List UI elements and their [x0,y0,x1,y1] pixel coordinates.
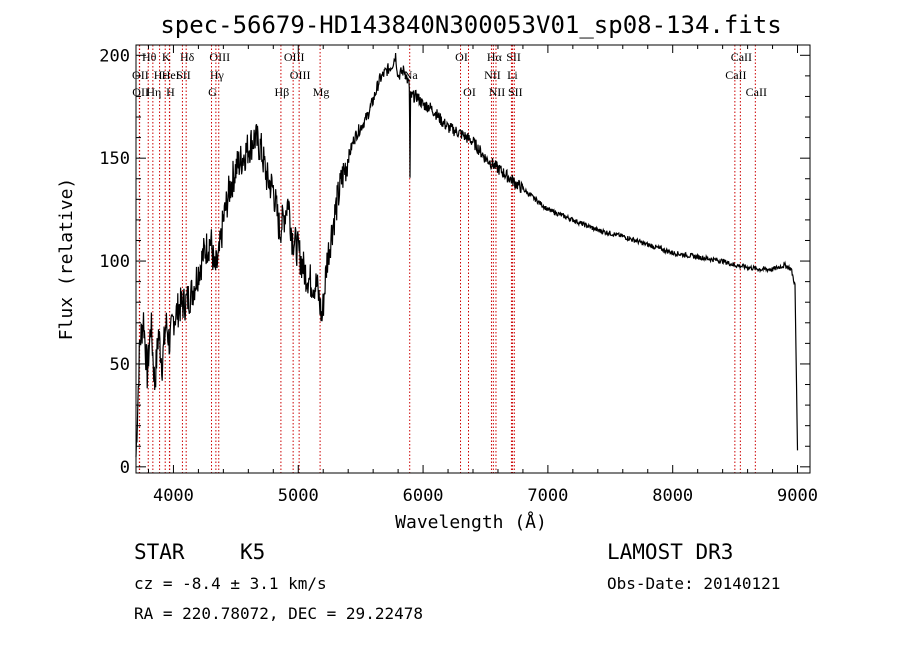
x-tick-label: 8000 [652,486,693,506]
line-marker-label: OI [455,50,468,64]
x-axis-label: Wavelength (Å) [395,511,547,533]
x-tick-label: 5000 [278,486,319,506]
line-marker-label: SII [176,68,191,82]
subclass: K5 [240,540,265,564]
y-tick-label: 200 [99,46,130,66]
observation-date: Obs-Date: 20140121 [607,574,780,593]
spectrum-line [135,52,799,457]
object-type: STAR [134,540,185,564]
survey-name: LAMOST DR3 [607,540,733,564]
x-tick-label: 6000 [403,486,444,506]
line-marker-label: NII [484,68,501,82]
line-marker-label: SII [508,85,523,99]
line-marker-label: G [208,85,217,99]
line-marker-label: CaII [725,68,746,82]
y-tick-label: 0 [120,458,130,478]
line-marker-label: Mg [313,85,330,99]
coordinates: RA = 220.78072, DEC = 29.22478 [134,604,423,623]
line-marker-label: Hθ [142,50,157,64]
y-axis-label: Flux (relative) [56,178,77,341]
y-tick-label: 50 [110,355,130,375]
line-marker-label: Li [507,68,518,82]
line-marker-label: CaII [731,50,752,64]
line-marker-label: K [162,50,171,64]
line-marker-label: OIII [290,68,311,82]
line-marker-label: CaII [746,85,767,99]
line-marker-label: Hα [487,50,503,64]
line-marker-label: SII [506,50,521,64]
line-marker-label: OIII [284,50,305,64]
line-marker-label: OIII [209,50,230,64]
line-marker-label: H [166,85,175,99]
y-tick-label: 150 [99,149,130,169]
line-marker-label: Hγ [210,68,225,82]
line-marker-label: OI [463,85,476,99]
line-marker-label: Hε [154,68,168,82]
line-marker-label: HeI [162,68,180,82]
y-tick-label: 100 [99,252,130,272]
x-tick-label: 9000 [777,486,818,506]
line-marker-label: OII [132,68,149,82]
line-marker-label: NII [489,85,506,99]
redshift-cz: cz = -8.4 ± 3.1 km/s [134,574,327,593]
line-marker-label: Hη [146,85,161,99]
chart-title: spec-56679-HD143840N300053V01_sp08-134.f… [160,11,781,39]
line-marker-label: Hδ [180,50,195,64]
x-tick-label: 4000 [153,486,194,506]
x-tick-label: 7000 [527,486,568,506]
line-marker-label: Hβ [275,85,290,99]
axis-ticks-layer: 4000 5000 6000 7000 8000 9000 0 50 100 150 200 [99,45,818,506]
